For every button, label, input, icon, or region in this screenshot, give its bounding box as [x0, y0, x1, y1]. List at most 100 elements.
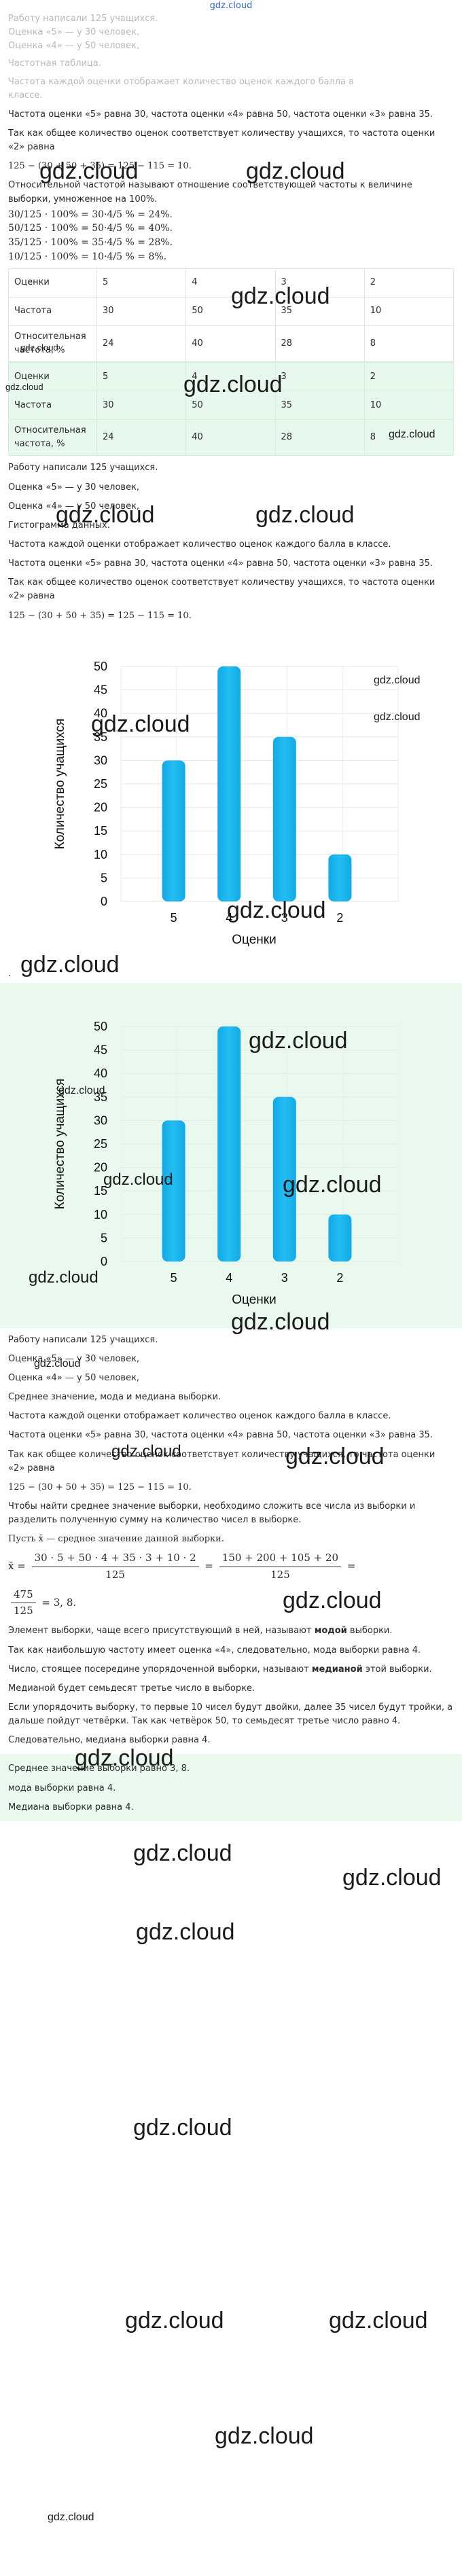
y-tick-label: 45: [94, 683, 107, 696]
y-tick-label: 40: [94, 1067, 107, 1080]
watermark-logo: gdz.cloud: [91, 711, 190, 737]
y-tick-label: 15: [94, 1184, 107, 1198]
paragraph: Элемент выборки, чаще всего присутствующ…: [8, 1624, 454, 1638]
table-row: Частота 30 50 35 10: [8, 391, 455, 421]
x-tick-label: 4: [226, 911, 232, 925]
watermark-logo: gdz.cloud: [231, 1309, 330, 1335]
watermark-logo: gdz.cloud: [342, 1865, 442, 1891]
x-tick-label: 3: [281, 1271, 288, 1285]
y-tick-label: 5: [101, 871, 107, 884]
paragraph: Частота оценки «5» равна 30, частота оце…: [8, 558, 433, 569]
frequency-table: Оценки 5 4 3 2 Частота 30 50 35 10 Относительная ч…: [8, 268, 455, 363]
formula-line: 35/125 · 100% = 35·4/5 % = 28%.: [8, 237, 173, 249]
watermark-logo: gdz.cloud: [56, 502, 155, 528]
text: Число, стоящее посередине упорядоченной …: [8, 1664, 312, 1675]
histogram-chart: 0 5 10 15 20 25 30 35 40 45 50 5 4 3 2 Оценки Количество…: [8, 626, 454, 965]
watermark-logo: gdz.cloud: [125, 2308, 224, 2333]
table-cell: 3: [274, 268, 365, 298]
table-cell: 8: [363, 419, 455, 457]
numerator: 475: [11, 1587, 36, 1604]
table-cell: 30: [96, 296, 187, 326]
table-cell: 40: [185, 325, 276, 363]
y-tick-label: 50: [94, 1020, 107, 1033]
y-tick-label: 0: [101, 895, 107, 908]
bar-2: [328, 1214, 352, 1262]
table-row-header: Относительная частота, %: [8, 325, 97, 363]
x-tick-label: 3: [281, 911, 288, 925]
table-row-header: Относительная частота, %: [8, 419, 97, 457]
bar-5: [162, 760, 185, 901]
answer-line: Среднее значение выборки равно 3, 8.: [8, 1764, 190, 1774]
math-line: 125 − (30 + 50 + 35) = 125 − 115 = 10.: [8, 1482, 192, 1492]
table-cell: 10: [363, 296, 455, 326]
watermark-logo: gdz.cloud: [374, 675, 421, 686]
bar-3: [272, 1096, 296, 1262]
faded-intro: Работу написали 125 учащихся. Оценка «5»…: [8, 12, 454, 103]
y-tick-label: 15: [94, 824, 107, 838]
x-tick-label: 5: [171, 1271, 177, 1285]
table-cell: 3: [274, 362, 365, 392]
table-cell: 5: [96, 362, 187, 392]
y-tick-label: 30: [94, 753, 107, 767]
paragraph: Так как общее количество оценок соответс…: [8, 1449, 436, 1473]
paragraph: Работу написали 125 учащихся.: [8, 1334, 158, 1345]
brand-header[interactable]: gdz.cloud: [209, 1, 253, 11]
paragraph: Среднее значение, мода и медиана выборки…: [8, 1392, 221, 1403]
table-row: Относительная частота, % 24 40 28 8: [8, 325, 455, 363]
section-statistics: Работу написали 125 учащихся. Оценка «5»…: [8, 1334, 454, 1748]
table-cell: 5: [96, 268, 187, 298]
numerator: 150 + 200 + 105 + 20: [219, 1550, 342, 1567]
term-mode: модой: [314, 1626, 347, 1636]
paragraph: Гистограмма данных.: [8, 520, 110, 531]
x-tick-label: 2: [336, 1271, 343, 1285]
watermark-logo: gdz.cloud: [389, 429, 436, 440]
table-cell: 35: [274, 391, 365, 421]
denominator: 125: [270, 1568, 290, 1581]
term-median: медианой: [311, 1664, 363, 1675]
histogram-svg: 0 5 10 15 20 25 30 35 40 45 50 5 4 3 2 Оценки Количество…: [53, 1020, 399, 1307]
watermark-logo: gdz.cloud: [5, 382, 43, 392]
text: Элемент выборки, чаще всего присутствующ…: [8, 1626, 315, 1636]
y-tick-label: 35: [94, 1090, 107, 1104]
faded-line: классе.: [8, 90, 43, 101]
y-tick-label: 50: [94, 660, 107, 673]
faded-line: Оценка «5» — у 30 человек,: [8, 27, 140, 38]
table-cell: 28: [274, 325, 365, 363]
paragraph: Так как общее количество оценок соответс…: [8, 577, 436, 602]
faded-line: Частотная таблица.: [8, 58, 101, 69]
paragraph: Оценка «4» — у 50 человек,: [8, 501, 140, 512]
answer-line: мода выборки равна 4.: [8, 1783, 116, 1793]
y-tick-label: 20: [94, 1160, 107, 1174]
x-tick-label: 2: [336, 911, 343, 925]
x-tick-label: 5: [171, 911, 177, 925]
watermark-logo: gdz.cloud: [246, 158, 345, 184]
paragraph: Чтобы найти среднее значение выборки, не…: [8, 1501, 416, 1526]
table-cell: 2: [363, 362, 455, 392]
table-cell: 30: [96, 391, 187, 421]
y-tick-label: 10: [94, 848, 107, 861]
table-cell: 10: [363, 391, 455, 421]
watermark-logo: gdz.cloud: [58, 1085, 105, 1096]
watermark-logo: gdz.cloud: [136, 1919, 235, 1945]
watermark-logo: gdz.cloud: [48, 2511, 94, 2523]
y-tick-label: 45: [94, 1043, 107, 1056]
watermark-logo: gdz.cloud: [227, 897, 326, 923]
x-axis-label: Оценки: [232, 933, 276, 947]
fraction: 150 + 200 + 105 + 20 125: [219, 1550, 342, 1583]
table-row: Оценки 5 4 3 2: [8, 268, 455, 298]
formula-line: 30/125 · 100% = 30·4/5 % = 24%.: [8, 209, 173, 220]
table-row: Относительная частота, % 24 40 28 8: [8, 419, 455, 457]
y-tick-label: 10: [94, 1208, 107, 1221]
y-tick-label: 30: [94, 1113, 107, 1127]
faded-line: Оценка «4» — у 50 человек,: [8, 41, 140, 52]
y-tick-label: 20: [94, 800, 107, 814]
paragraph: Если упорядочить выборку, то первые 10 ч…: [8, 1702, 453, 1727]
answer-line: Медиана выборки равна 4.: [8, 1802, 134, 1812]
paragraph: Оценка «4» — у 50 человек,: [8, 1372, 140, 1383]
watermark-logo: gdz.cloud: [29, 1268, 99, 1287]
x-axis-label: Оценки: [232, 1293, 276, 1307]
y-tick-label: 25: [94, 777, 107, 791]
watermark-logo: gdz.cloud: [215, 2423, 314, 2449]
y-tick-label: 5: [101, 1231, 107, 1245]
table-cell: 4: [185, 268, 276, 298]
